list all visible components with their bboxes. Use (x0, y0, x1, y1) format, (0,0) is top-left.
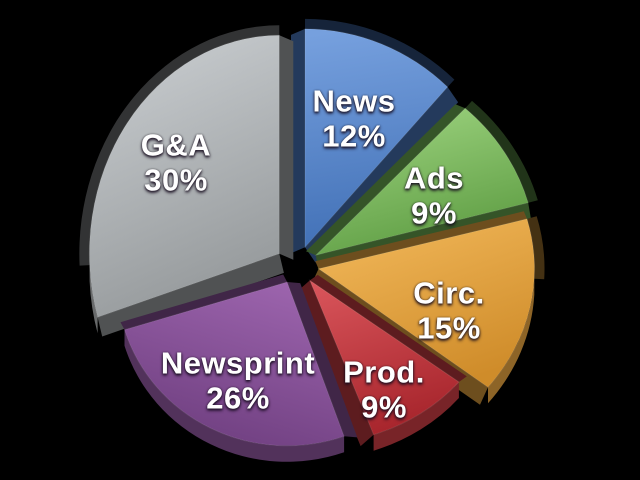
slice-top-face (88, 34, 280, 318)
slice-cut-face (309, 274, 467, 382)
slice-cut-face (120, 274, 288, 330)
slice-far-rim (305, 18, 455, 88)
slice-cut-face (279, 35, 294, 260)
slice-top-face (304, 28, 449, 249)
slice-side-wall (89, 265, 98, 334)
pie-slice-prod (296, 274, 467, 451)
slice-cut-face (296, 280, 374, 447)
slice-cut-face (287, 282, 358, 438)
slice-cut-face (291, 28, 305, 254)
slice-side-wall (488, 278, 535, 404)
slice-side-wall (124, 329, 345, 462)
slice-far-rim (527, 216, 545, 280)
pie-slice-newsprint (120, 274, 358, 462)
slice-top-face (314, 107, 529, 257)
slice-top-face (308, 279, 460, 436)
slice-cut-face (315, 211, 527, 269)
slice-side-wall (373, 382, 459, 451)
pie-slice-ga (79, 25, 294, 337)
slice-far-rim (465, 100, 538, 203)
slice-top-face (123, 281, 345, 447)
slice-cut-face (306, 104, 466, 256)
slice-top-face (317, 218, 535, 388)
